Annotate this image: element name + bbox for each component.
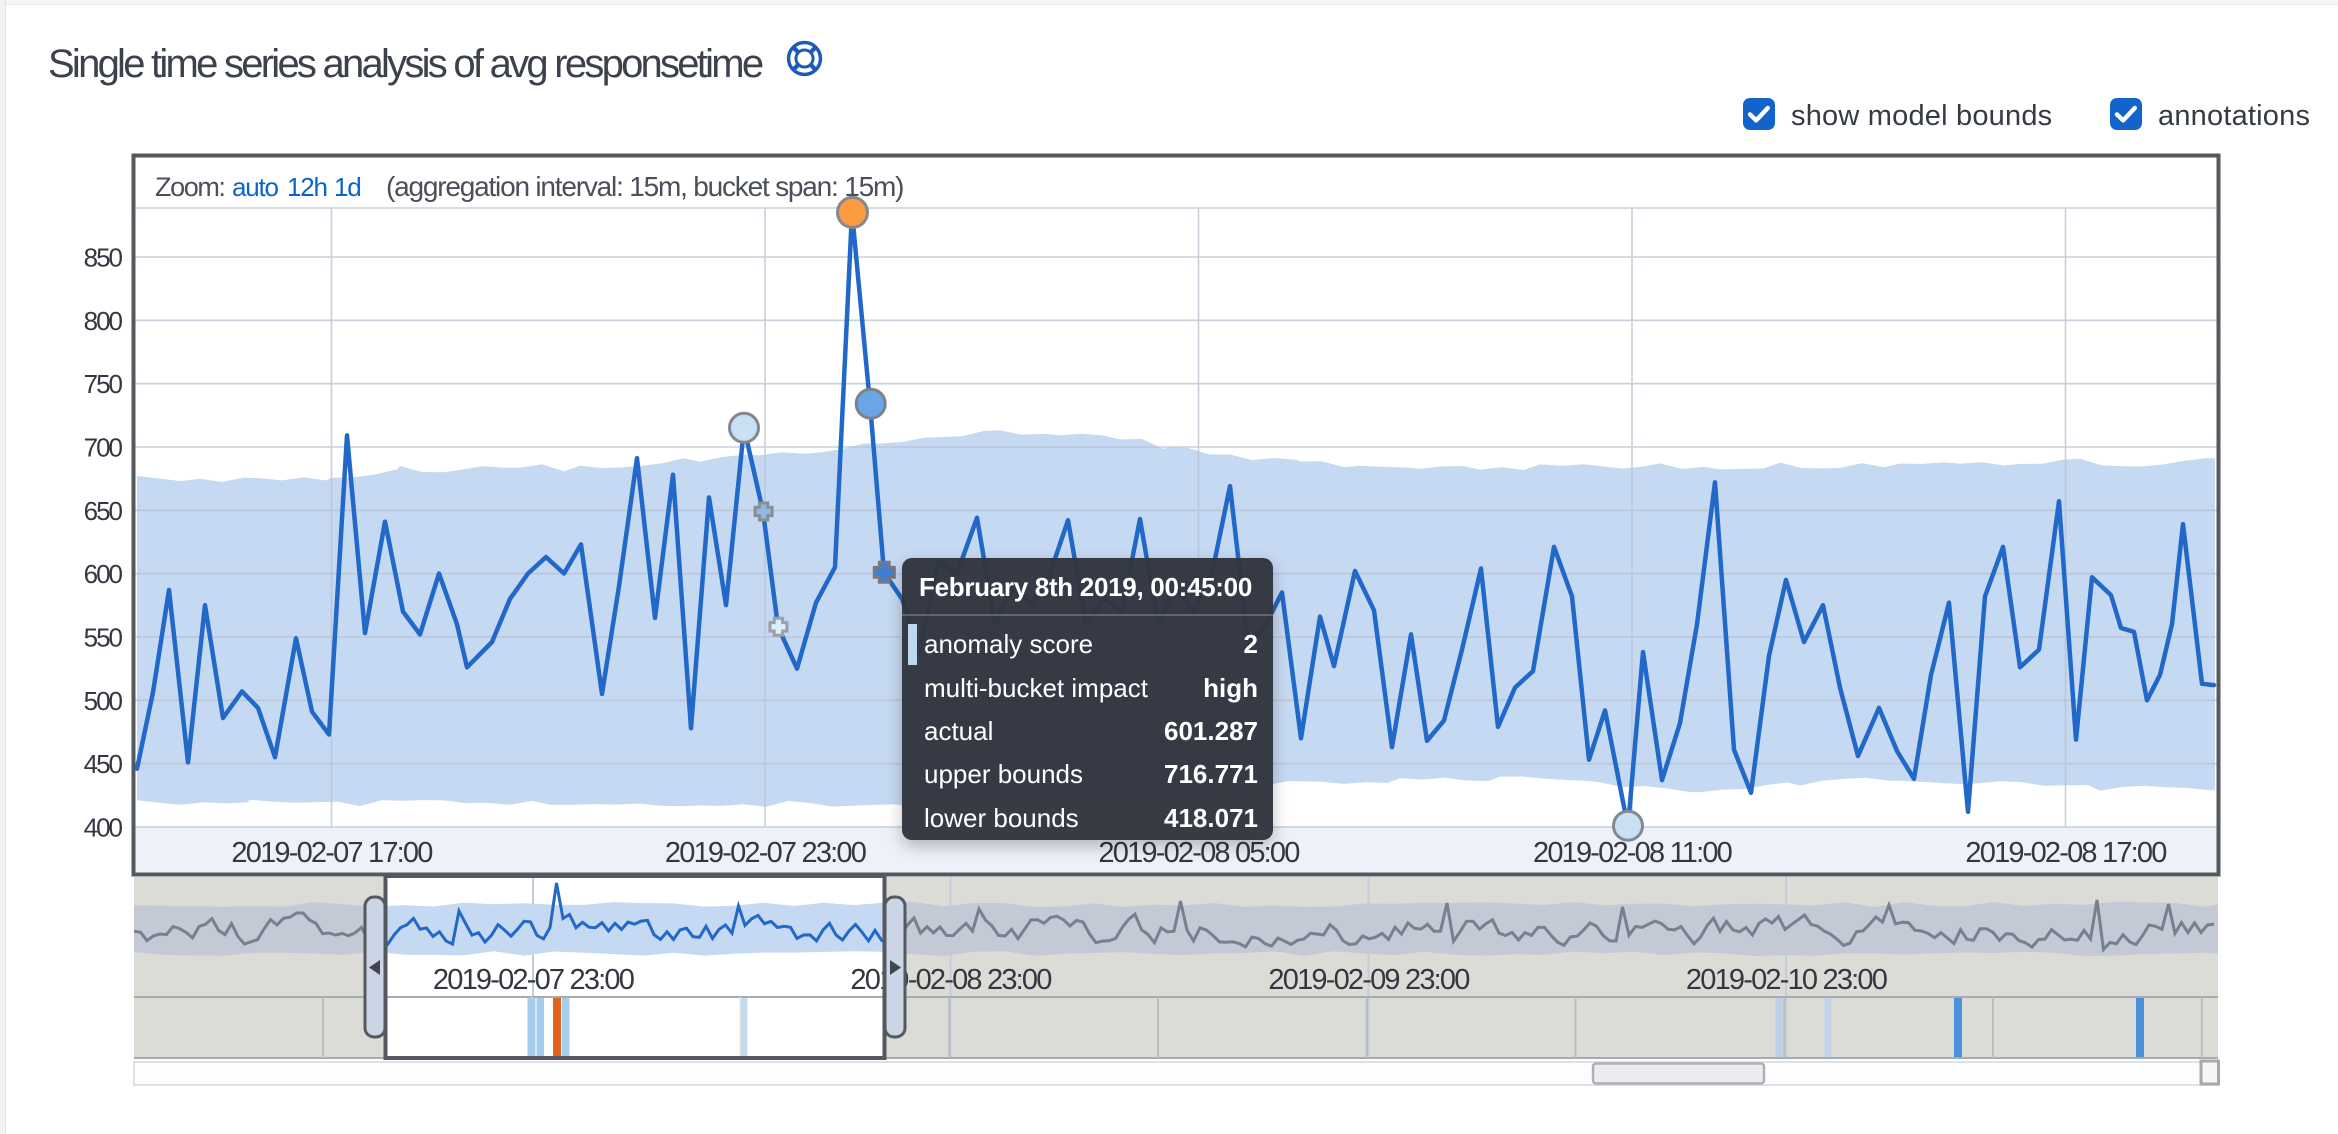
svg-text:2019-02-07 17:00: 2019-02-07 17:00	[231, 837, 432, 869]
svg-text:700: 700	[84, 433, 123, 463]
svg-text:2019-02-10 23:00: 2019-02-10 23:00	[1686, 964, 1887, 996]
svg-text:2019-02-09 23:00: 2019-02-09 23:00	[1268, 964, 1469, 996]
svg-text:550: 550	[84, 623, 123, 653]
svg-text:650: 650	[84, 496, 123, 526]
svg-text:600: 600	[84, 559, 123, 589]
svg-text:2019-02-08 05:00: 2019-02-08 05:00	[1098, 837, 1299, 869]
svg-text:12h: 12h	[287, 172, 327, 202]
svg-text:2019-02-07 23:00: 2019-02-07 23:00	[433, 964, 634, 996]
svg-text:800: 800	[84, 306, 123, 336]
svg-text:(aggregation interval: 15m, bu: (aggregation interval: 15m, bucket span:…	[386, 171, 903, 202]
svg-text:2019-02-07 23:00: 2019-02-07 23:00	[665, 837, 866, 869]
svg-text:2019-02-08 23:00: 2019-02-08 23:00	[850, 964, 1051, 996]
svg-text:450: 450	[84, 749, 123, 779]
svg-text:2019-02-08 17:00: 2019-02-08 17:00	[1965, 837, 2166, 869]
svg-text:auto: auto	[232, 172, 279, 202]
svg-text:Zoom:: Zoom:	[155, 172, 225, 202]
svg-text:2019-02-08 11:00: 2019-02-08 11:00	[1533, 837, 1732, 869]
svg-text:400: 400	[84, 813, 123, 843]
svg-text:1d: 1d	[334, 172, 361, 202]
svg-text:750: 750	[84, 369, 123, 399]
svg-text:850: 850	[84, 243, 123, 273]
svg-text:500: 500	[84, 686, 123, 716]
